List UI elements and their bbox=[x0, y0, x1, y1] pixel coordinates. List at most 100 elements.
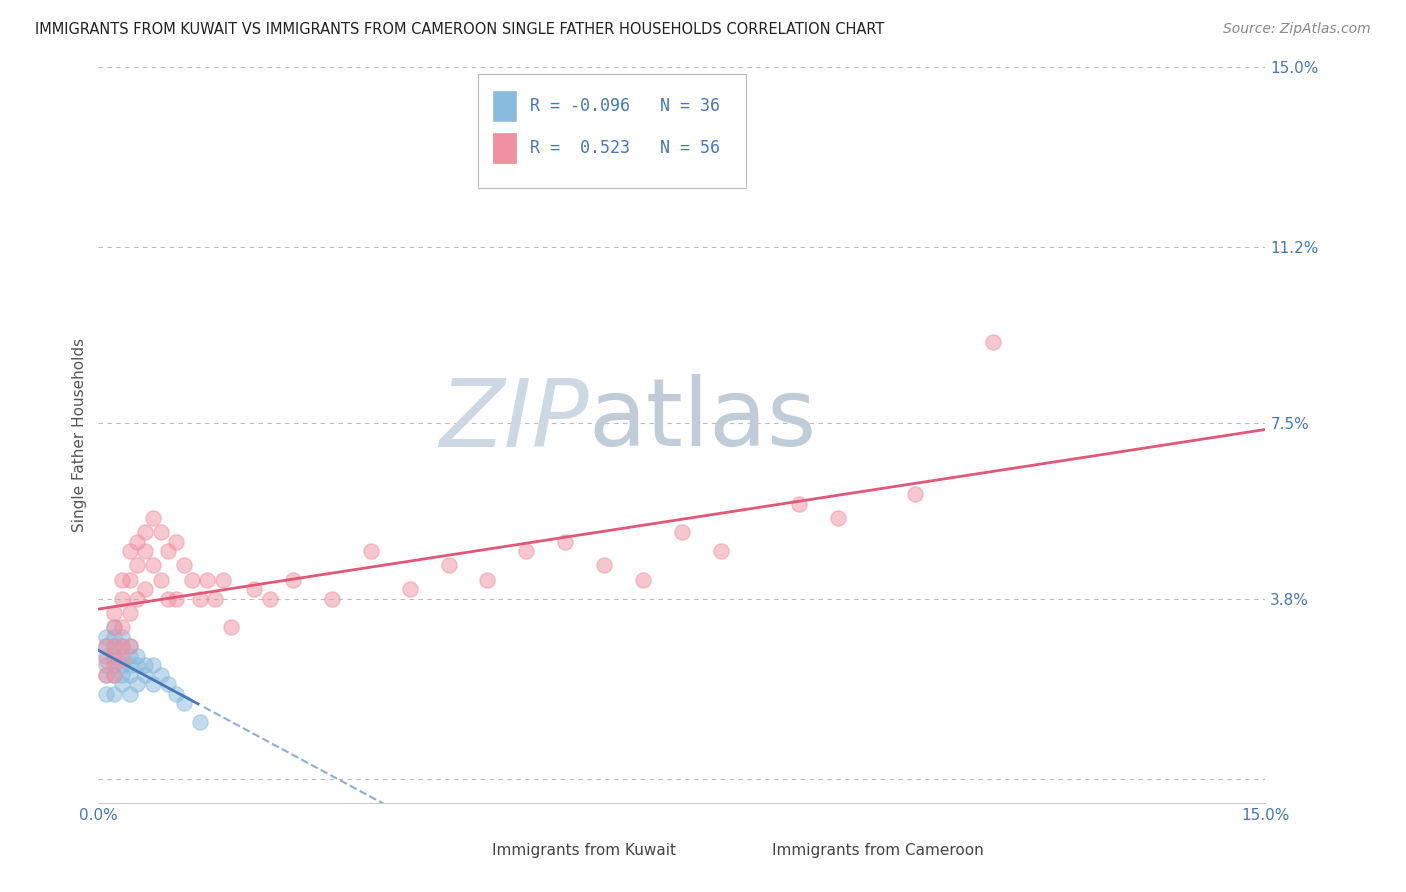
Point bbox=[134, 582, 156, 596]
Point bbox=[96, 667, 118, 681]
Point bbox=[212, 573, 235, 587]
Point bbox=[111, 648, 134, 663]
Point bbox=[398, 582, 420, 596]
Point bbox=[118, 639, 141, 653]
Point bbox=[981, 335, 1004, 350]
Bar bbox=[454, 839, 478, 862]
Point bbox=[127, 591, 149, 606]
Point bbox=[111, 573, 134, 587]
Text: Immigrants from Cameroon: Immigrants from Cameroon bbox=[772, 843, 984, 858]
Point bbox=[118, 658, 141, 673]
Point bbox=[96, 630, 118, 644]
Point bbox=[787, 497, 810, 511]
Point bbox=[157, 677, 180, 691]
Point bbox=[827, 511, 849, 525]
Point bbox=[103, 648, 125, 663]
Point bbox=[103, 620, 125, 634]
Point bbox=[149, 573, 172, 587]
Text: ZIP: ZIP bbox=[439, 375, 589, 466]
Point bbox=[118, 687, 141, 701]
Point bbox=[111, 620, 134, 634]
Point bbox=[321, 591, 343, 606]
Point bbox=[96, 639, 118, 653]
Point bbox=[127, 648, 149, 663]
Point bbox=[127, 558, 149, 573]
Point bbox=[165, 591, 187, 606]
Point bbox=[118, 606, 141, 620]
Point bbox=[710, 544, 733, 558]
FancyBboxPatch shape bbox=[478, 74, 747, 188]
Point bbox=[631, 573, 654, 587]
Point bbox=[96, 648, 118, 663]
Point bbox=[103, 639, 125, 653]
Point bbox=[554, 534, 576, 549]
Point bbox=[118, 639, 141, 653]
Point bbox=[103, 630, 125, 644]
Point bbox=[142, 558, 165, 573]
Point bbox=[195, 573, 218, 587]
Point bbox=[103, 639, 125, 653]
Point bbox=[219, 620, 242, 634]
Point bbox=[103, 667, 125, 681]
Point bbox=[96, 653, 118, 667]
Point bbox=[165, 687, 187, 701]
Point bbox=[437, 558, 460, 573]
Bar bbox=[494, 91, 516, 120]
Point bbox=[593, 558, 616, 573]
Point bbox=[96, 687, 118, 701]
Point bbox=[142, 511, 165, 525]
Point bbox=[904, 487, 927, 501]
Point bbox=[118, 573, 141, 587]
Point bbox=[157, 544, 180, 558]
Text: IMMIGRANTS FROM KUWAIT VS IMMIGRANTS FROM CAMEROON SINGLE FATHER HOUSEHOLDS CORR: IMMIGRANTS FROM KUWAIT VS IMMIGRANTS FRO… bbox=[35, 22, 884, 37]
Point bbox=[259, 591, 281, 606]
Point bbox=[111, 677, 134, 691]
Point bbox=[111, 639, 134, 653]
Point bbox=[281, 573, 304, 587]
Point bbox=[103, 606, 125, 620]
Point bbox=[173, 558, 195, 573]
Point bbox=[96, 639, 118, 653]
Text: R = -0.096   N = 36: R = -0.096 N = 36 bbox=[530, 97, 720, 115]
Point bbox=[180, 573, 202, 587]
Point bbox=[188, 591, 211, 606]
Point bbox=[111, 639, 134, 653]
Point bbox=[149, 525, 172, 540]
Point bbox=[111, 630, 134, 644]
Point bbox=[243, 582, 266, 596]
Point bbox=[165, 534, 187, 549]
Point bbox=[118, 544, 141, 558]
Point bbox=[103, 667, 125, 681]
Point bbox=[134, 544, 156, 558]
Point bbox=[118, 667, 141, 681]
Point bbox=[134, 667, 156, 681]
Point bbox=[127, 658, 149, 673]
Point bbox=[103, 658, 125, 673]
Point bbox=[103, 620, 125, 634]
Point bbox=[127, 534, 149, 549]
Point bbox=[142, 677, 165, 691]
Bar bbox=[734, 839, 758, 862]
Point bbox=[360, 544, 382, 558]
Point bbox=[118, 648, 141, 663]
Point bbox=[96, 667, 118, 681]
Point bbox=[515, 544, 537, 558]
Point bbox=[127, 677, 149, 691]
Point bbox=[103, 687, 125, 701]
Point bbox=[103, 653, 125, 667]
Point bbox=[111, 653, 134, 667]
Point bbox=[134, 658, 156, 673]
Bar bbox=[494, 133, 516, 162]
Y-axis label: Single Father Households: Single Father Households bbox=[72, 338, 87, 532]
Point bbox=[111, 591, 134, 606]
Point bbox=[173, 696, 195, 710]
Text: R =  0.523   N = 56: R = 0.523 N = 56 bbox=[530, 139, 720, 157]
Point bbox=[204, 591, 226, 606]
Text: Immigrants from Kuwait: Immigrants from Kuwait bbox=[492, 843, 676, 858]
Point bbox=[111, 667, 134, 681]
Point bbox=[671, 525, 693, 540]
Point bbox=[111, 658, 134, 673]
Point bbox=[134, 525, 156, 540]
Point bbox=[149, 667, 172, 681]
Point bbox=[142, 658, 165, 673]
